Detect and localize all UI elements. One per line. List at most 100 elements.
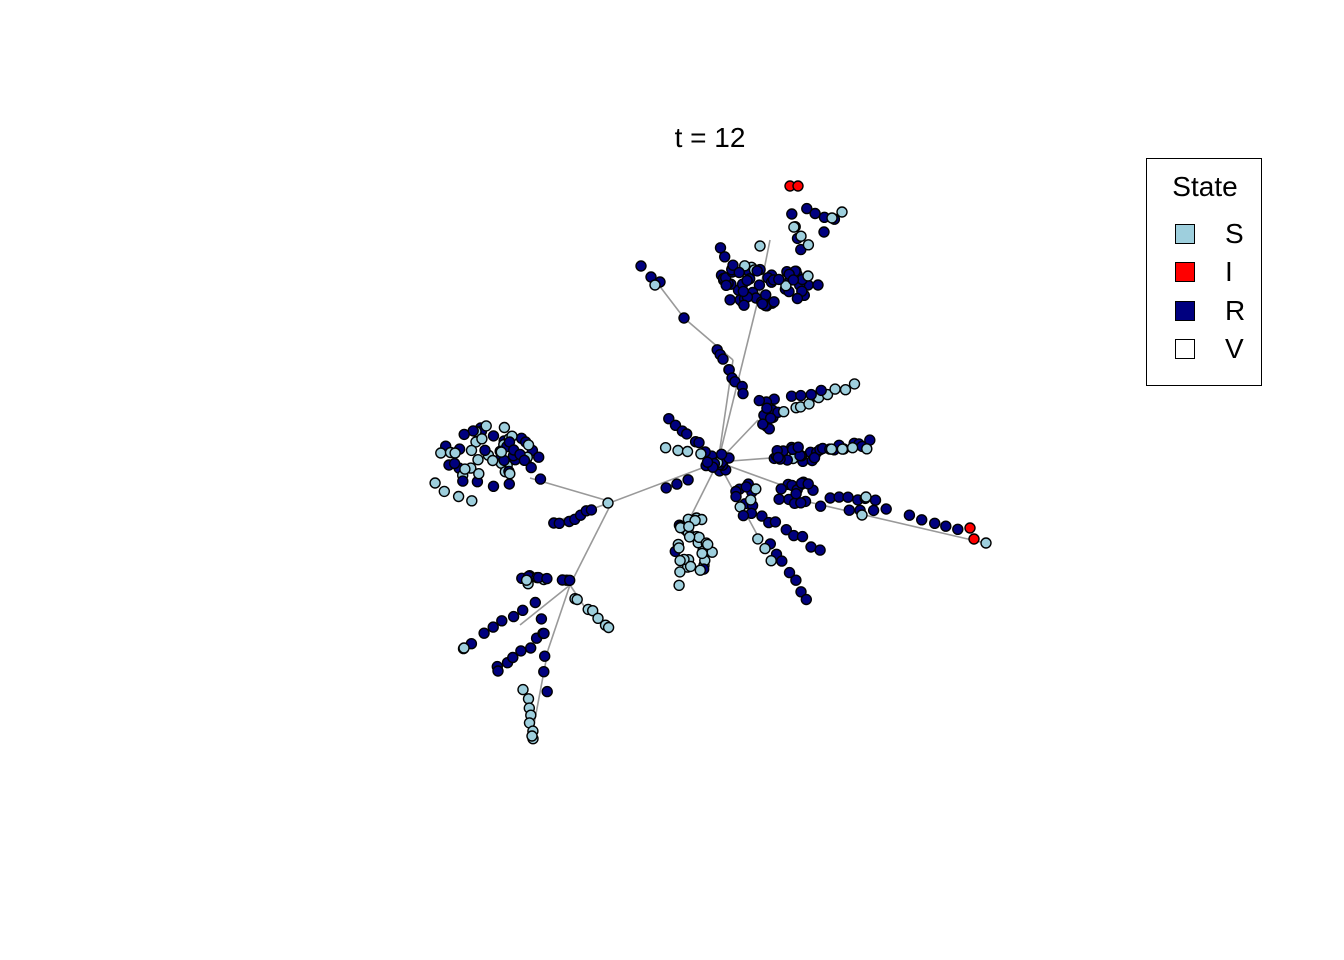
network-node-r [815, 384, 827, 397]
network-node-r [867, 504, 880, 517]
network-node-r [753, 279, 766, 291]
network-node-s [673, 579, 685, 591]
network-node-s [702, 538, 714, 551]
network-node-s [571, 593, 583, 606]
network-node-r [751, 265, 763, 277]
network-node-r [769, 516, 782, 528]
network-node-s [826, 212, 838, 224]
legend-title: State [1172, 171, 1238, 202]
network-node-r [663, 413, 675, 425]
network-node-r [756, 298, 769, 310]
network-node-s [517, 683, 529, 696]
legend-swatch-s [1175, 224, 1195, 244]
network-node-s [750, 483, 762, 495]
network-node-s [780, 280, 792, 292]
network-node-s [778, 406, 790, 418]
network-node-r [740, 481, 752, 493]
network-node-r [727, 259, 739, 271]
network-node-r [496, 615, 508, 627]
network-node-s [848, 378, 861, 390]
network-node-r [541, 685, 553, 698]
network-node-r [525, 461, 537, 474]
network-node-s [459, 463, 471, 475]
network-node-s [683, 520, 695, 533]
network-node-s [765, 555, 777, 567]
network-node-r [780, 524, 792, 536]
network-node-r [786, 208, 798, 220]
network-node-s [802, 239, 815, 251]
network-node-r [717, 353, 729, 365]
network-node-r [916, 514, 928, 526]
network-node-s [449, 447, 461, 459]
legend-label-i: I [1225, 256, 1233, 287]
network-node-r [790, 488, 802, 500]
network-node-s [856, 509, 868, 521]
network-node-r [741, 274, 753, 287]
legend-swatch-r [1175, 301, 1195, 321]
network-node-r [808, 452, 821, 464]
network-node-s [465, 444, 478, 457]
network-node-s [980, 537, 992, 549]
network-node-s [504, 468, 516, 480]
network-node-r [538, 627, 550, 640]
network-node-s [829, 383, 841, 395]
network-node-r [448, 457, 461, 470]
network-node-r [671, 478, 683, 490]
network-node-r [515, 645, 527, 657]
network-node-r [487, 480, 500, 492]
network-node-s [674, 554, 686, 567]
network-node-r [761, 402, 773, 414]
network-node-s [495, 446, 507, 458]
legend-label-r: R [1225, 295, 1246, 326]
plot-title: t = 12 [674, 122, 746, 153]
network-node-r [715, 448, 728, 460]
legend-label-v: V [1225, 333, 1244, 364]
network-node-r [724, 294, 736, 306]
network-node-r [776, 555, 788, 567]
legend-label-s: S [1225, 218, 1244, 249]
network-node-s [795, 230, 807, 242]
network-node-r [796, 530, 809, 543]
network-node-r [790, 574, 802, 586]
legend-swatch-i [1175, 262, 1195, 282]
network-node-r [535, 613, 548, 625]
network-node-r [737, 387, 749, 400]
network-node-r [529, 596, 541, 609]
network-node-r [487, 430, 500, 442]
network-node-r [802, 478, 814, 490]
network-node-i [968, 533, 980, 545]
network-node-r [753, 394, 765, 407]
legend-item-i: I [1147, 255, 1263, 293]
network-node-s [745, 494, 757, 506]
network-node-r [737, 285, 749, 298]
network-node-r [775, 483, 787, 495]
network-node-s [476, 433, 488, 445]
network-node-s [694, 564, 706, 576]
network-node-r [773, 493, 785, 505]
network-node-r [681, 428, 693, 440]
network-node-r [800, 593, 812, 606]
network-node-s [674, 566, 686, 578]
network-node-s [683, 531, 696, 543]
network-node-s [602, 621, 615, 634]
network-node-s [759, 542, 771, 555]
network-node-s [487, 454, 499, 467]
network-node-r [903, 509, 916, 521]
network-node-r [539, 650, 551, 662]
network-node-r [812, 279, 824, 291]
network-node-r [787, 274, 800, 286]
network-node-s [498, 421, 511, 434]
network-node-r [791, 292, 804, 305]
network-node-s [526, 730, 538, 742]
network-node-r [756, 510, 768, 522]
network-node-s [522, 439, 535, 451]
network-edge [799, 499, 986, 544]
network-node-s [839, 384, 852, 396]
network-node-s [592, 612, 604, 624]
network-node-i [964, 522, 976, 534]
network-node-s [696, 547, 708, 560]
network-node-r [517, 604, 529, 616]
network-node-r [792, 441, 804, 453]
network-node-s [836, 443, 849, 455]
network-node-s [522, 693, 535, 705]
